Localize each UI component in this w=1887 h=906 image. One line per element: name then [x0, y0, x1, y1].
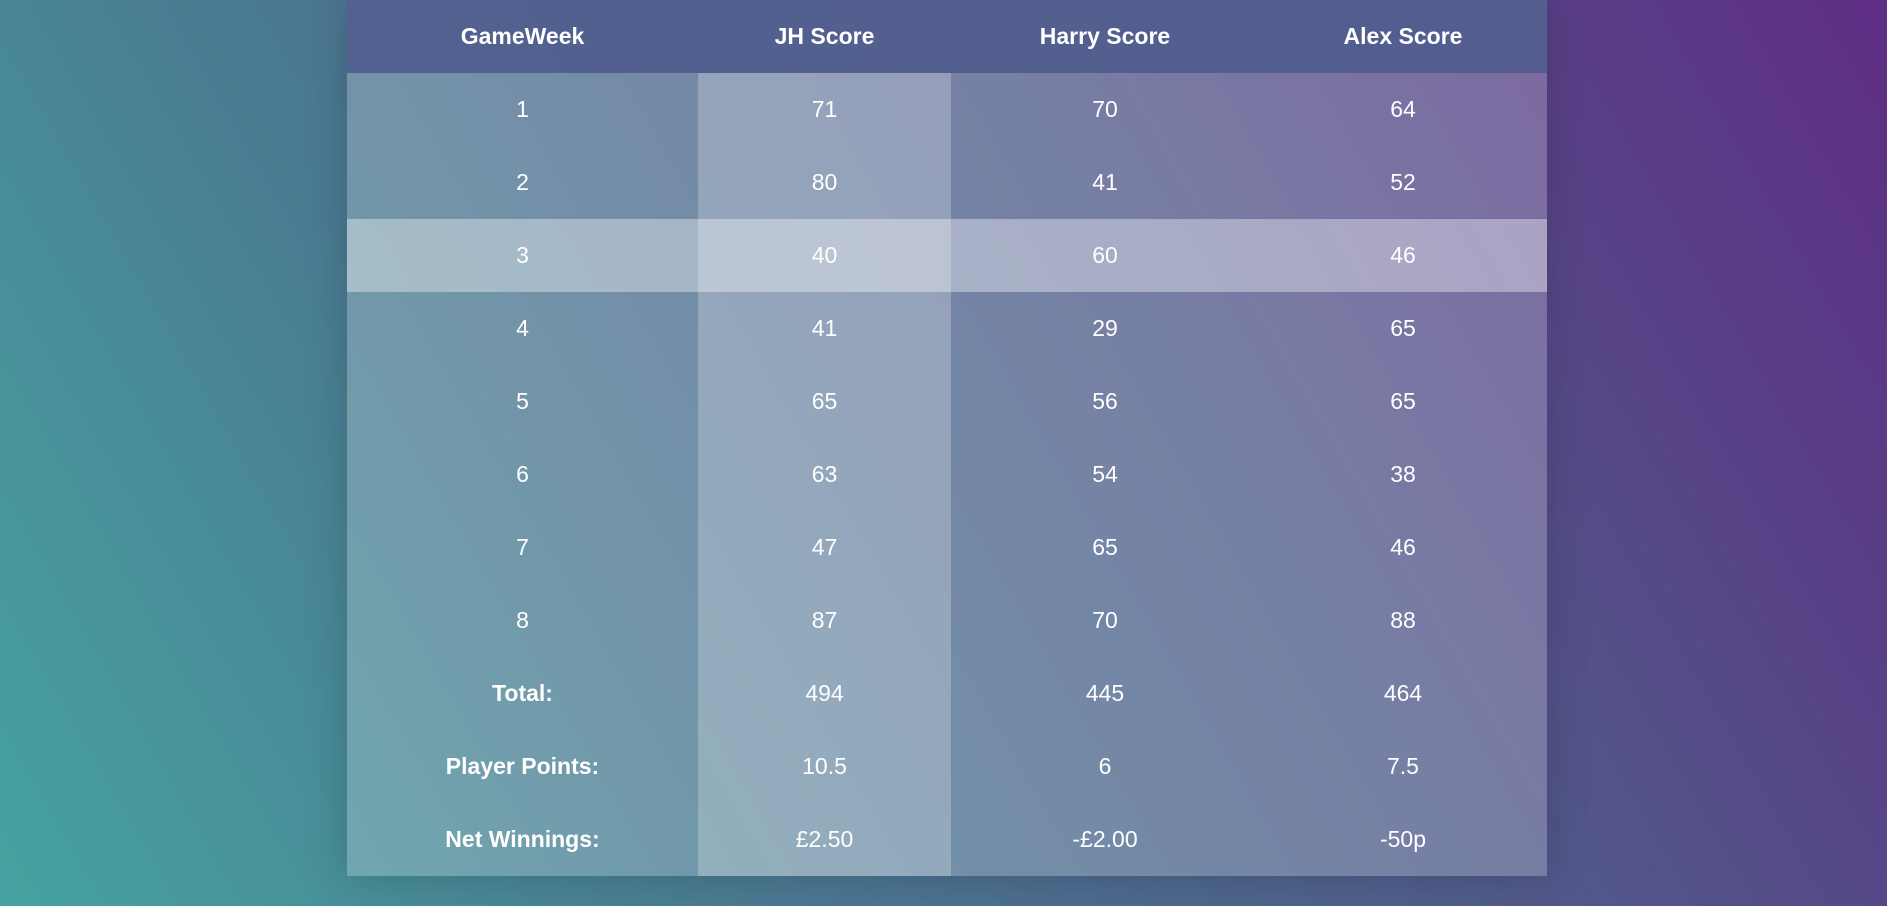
harry-score-cell: 70	[951, 584, 1259, 657]
header-alex-score: Alex Score	[1259, 0, 1547, 73]
net-winnings-row: Net Winnings: £2.50 -£2.00 -50p	[347, 803, 1547, 876]
jh-score-cell: 40	[698, 219, 951, 292]
header-harry-score: Harry Score	[951, 0, 1259, 73]
gameweek-cell: 6	[347, 438, 698, 511]
scores-table: GameWeek JH Score Harry Score Alex Score…	[347, 0, 1547, 876]
table-row: 6 63 54 38	[347, 438, 1547, 511]
alex-total: 464	[1259, 657, 1547, 730]
table-row: 7 47 65 46	[347, 511, 1547, 584]
header-gameweek: GameWeek	[347, 0, 698, 73]
total-label: Total:	[347, 657, 698, 730]
alex-score-cell: 38	[1259, 438, 1547, 511]
alex-score-cell: 64	[1259, 73, 1547, 146]
jh-score-cell: 71	[698, 73, 951, 146]
table-row: 4 41 29 65	[347, 292, 1547, 365]
alex-score-cell: 52	[1259, 146, 1547, 219]
gameweek-cell: 1	[347, 73, 698, 146]
gameweek-cell: 2	[347, 146, 698, 219]
gameweek-cell: 7	[347, 511, 698, 584]
gameweek-cell: 3	[347, 219, 698, 292]
harry-score-cell: 29	[951, 292, 1259, 365]
table-row: 5 65 56 65	[347, 365, 1547, 438]
jh-score-cell: 87	[698, 584, 951, 657]
alex-net-winnings: -50p	[1259, 803, 1547, 876]
gameweek-cell: 4	[347, 292, 698, 365]
total-row: Total: 494 445 464	[347, 657, 1547, 730]
alex-score-cell: 46	[1259, 219, 1547, 292]
jh-score-cell: 47	[698, 511, 951, 584]
harry-score-cell: 56	[951, 365, 1259, 438]
harry-score-cell: 65	[951, 511, 1259, 584]
jh-total: 494	[698, 657, 951, 730]
alex-score-cell: 88	[1259, 584, 1547, 657]
alex-player-points: 7.5	[1259, 730, 1547, 803]
header-row: GameWeek JH Score Harry Score Alex Score	[347, 0, 1547, 73]
scores-table-container: GameWeek JH Score Harry Score Alex Score…	[347, 0, 1547, 876]
jh-player-points: 10.5	[698, 730, 951, 803]
jh-score-cell: 65	[698, 365, 951, 438]
harry-score-cell: 70	[951, 73, 1259, 146]
player-points-label: Player Points:	[347, 730, 698, 803]
jh-score-cell: 80	[698, 146, 951, 219]
table-row: 1 71 70 64	[347, 73, 1547, 146]
alex-score-cell: 46	[1259, 511, 1547, 584]
alex-score-cell: 65	[1259, 365, 1547, 438]
jh-score-cell: 41	[698, 292, 951, 365]
harry-score-cell: 54	[951, 438, 1259, 511]
net-winnings-label: Net Winnings:	[347, 803, 698, 876]
harry-player-points: 6	[951, 730, 1259, 803]
table-header: GameWeek JH Score Harry Score Alex Score	[347, 0, 1547, 73]
table-row-highlighted[interactable]: 3 40 60 46	[347, 219, 1547, 292]
header-jh-score: JH Score	[698, 0, 951, 73]
gameweek-cell: 5	[347, 365, 698, 438]
table-row: 8 87 70 88	[347, 584, 1547, 657]
harry-total: 445	[951, 657, 1259, 730]
harry-score-cell: 41	[951, 146, 1259, 219]
harry-score-cell: 60	[951, 219, 1259, 292]
alex-score-cell: 65	[1259, 292, 1547, 365]
player-points-row: Player Points: 10.5 6 7.5	[347, 730, 1547, 803]
jh-score-cell: 63	[698, 438, 951, 511]
harry-net-winnings: -£2.00	[951, 803, 1259, 876]
jh-net-winnings: £2.50	[698, 803, 951, 876]
table-body: 1 71 70 64 2 80 41 52 3 40 60 46 4 41 29	[347, 73, 1547, 876]
table-row: 2 80 41 52	[347, 146, 1547, 219]
gameweek-cell: 8	[347, 584, 698, 657]
